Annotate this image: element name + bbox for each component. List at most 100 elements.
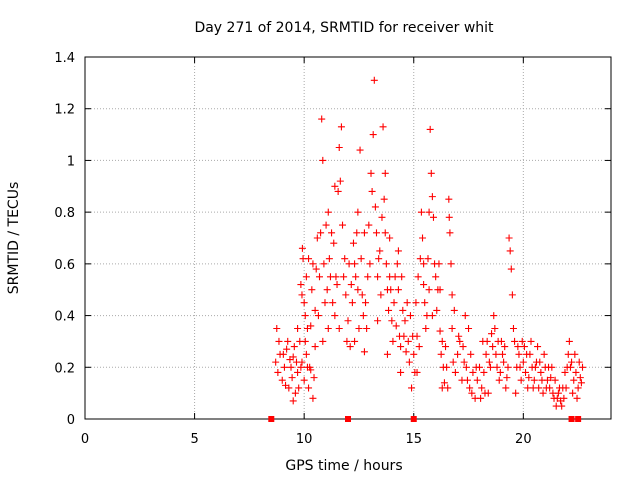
x-tick-label: 20: [515, 432, 532, 447]
data-point: [323, 286, 331, 294]
data-point: [429, 213, 437, 221]
data-point: [436, 327, 444, 335]
data-point: [366, 260, 374, 268]
data-point: [436, 286, 444, 294]
data-point: [319, 337, 327, 345]
data-point: [420, 281, 428, 289]
data-point: [320, 260, 328, 268]
x-tick-label: 15: [405, 432, 422, 447]
data-point: [488, 330, 496, 338]
data-point: [442, 343, 450, 351]
data-point: [501, 343, 509, 351]
data-point: [515, 350, 523, 358]
data-point: [279, 350, 287, 358]
data-point: [517, 376, 525, 384]
data-point: [380, 195, 388, 203]
data-point: [387, 286, 395, 294]
data-point: [335, 325, 343, 332]
data-point: [525, 374, 533, 382]
data-point: [351, 337, 359, 345]
data-point: [351, 260, 359, 268]
data-point: [507, 265, 515, 273]
data-point: [579, 363, 587, 371]
data-point: [576, 374, 584, 382]
data-point: [445, 213, 453, 221]
data-point: [324, 208, 332, 216]
data-point: [308, 286, 316, 294]
data-point: [325, 255, 333, 263]
data-point: [505, 234, 513, 242]
data-point: [530, 376, 538, 384]
data-point: [542, 384, 550, 392]
data-point: [297, 363, 305, 371]
y-tick-label: 0.4: [54, 310, 75, 325]
data-point: [571, 350, 579, 358]
data-point: [572, 368, 580, 376]
data-point: [486, 363, 494, 371]
data-point: [331, 312, 339, 320]
data-point: [369, 131, 377, 139]
data-point: [466, 384, 474, 392]
data-point: [448, 291, 456, 299]
data-point: [496, 368, 504, 376]
data-point: [514, 343, 522, 351]
data-point: [374, 273, 382, 281]
data-point: [294, 368, 302, 376]
data-point: [408, 384, 416, 392]
data-point: [378, 213, 386, 221]
data-point: [388, 317, 396, 325]
data-point: [309, 260, 317, 268]
data-point: [551, 376, 559, 384]
data-point: [473, 376, 481, 384]
data-point: [481, 389, 489, 397]
data-point: [386, 234, 394, 242]
data-point: [489, 343, 497, 351]
data-point: [413, 368, 421, 376]
zero-markers: [268, 416, 582, 422]
data-point: [522, 368, 530, 376]
data-point: [529, 384, 537, 392]
data-point: [367, 169, 375, 177]
data-point: [504, 363, 512, 371]
data-point: [322, 221, 330, 229]
data-point: [438, 337, 446, 345]
data-point: [328, 229, 336, 237]
data-point: [540, 350, 548, 358]
data-point: [356, 146, 364, 154]
data-point: [352, 273, 360, 281]
data-point: [463, 376, 471, 384]
data-point: [428, 193, 436, 201]
data-point: [536, 358, 544, 366]
data-point: [295, 384, 303, 392]
data-point: [282, 381, 290, 389]
data-point: [344, 317, 352, 325]
data-point: [318, 115, 326, 123]
data-point: [478, 384, 486, 392]
data-point: [537, 368, 545, 376]
data-point: [448, 325, 456, 332]
data-point: [354, 286, 362, 294]
data-point: [309, 394, 317, 402]
data-point: [462, 363, 470, 371]
data-point: [390, 299, 398, 307]
data-point: [385, 306, 393, 314]
data-point: [301, 337, 309, 345]
axis-ticks: 0 5 10 15 20 0 0.2 0.4 0.6 0.8 1 1.2 1.4: [54, 51, 611, 447]
data-point: [428, 312, 436, 320]
data-point: [553, 394, 561, 402]
data-point: [433, 306, 441, 314]
data-point: [570, 376, 578, 384]
data-point: [527, 337, 535, 345]
data-point: [399, 306, 407, 314]
data-point: [450, 306, 458, 314]
data-point: [319, 156, 327, 164]
data-point: [334, 187, 342, 195]
data-point: [469, 368, 477, 376]
data-point: [371, 203, 379, 211]
data-point: [358, 291, 366, 299]
data-point: [455, 332, 463, 340]
data-point: [404, 337, 412, 345]
data-point: [479, 337, 487, 345]
data-point: [284, 337, 292, 345]
data-point: [291, 389, 299, 397]
